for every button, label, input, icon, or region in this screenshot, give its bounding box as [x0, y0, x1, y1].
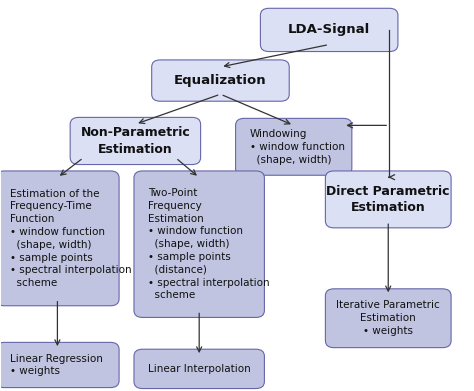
Text: LDA-Signal: LDA-Signal — [288, 23, 370, 36]
Text: Linear Interpolation: Linear Interpolation — [148, 364, 251, 374]
Text: Estimation of the
Frequency-Time
Function
• window function
  (shape, width)
• s: Estimation of the Frequency-Time Functio… — [10, 188, 132, 288]
Text: Windowing
• window function
  (shape, width): Windowing • window function (shape, widt… — [250, 129, 345, 165]
FancyBboxPatch shape — [0, 343, 119, 387]
FancyBboxPatch shape — [0, 171, 119, 306]
FancyBboxPatch shape — [152, 60, 289, 101]
FancyBboxPatch shape — [260, 8, 398, 52]
Text: Non-Parametric
Estimation: Non-Parametric Estimation — [81, 126, 190, 156]
Text: Linear Regression
• weights: Linear Regression • weights — [10, 353, 103, 377]
Text: Iterative Parametric
Estimation
• weights: Iterative Parametric Estimation • weight… — [337, 300, 440, 336]
FancyBboxPatch shape — [134, 349, 264, 389]
FancyBboxPatch shape — [70, 117, 201, 165]
Text: Two-Point
Frequency
Estimation
• window function
  (shape, width)
• sample point: Two-Point Frequency Estimation • window … — [148, 188, 270, 300]
FancyBboxPatch shape — [325, 289, 451, 348]
Text: Equalization: Equalization — [174, 74, 267, 87]
FancyBboxPatch shape — [236, 118, 352, 175]
FancyBboxPatch shape — [325, 171, 451, 228]
Text: Direct Parametric
Estimation: Direct Parametric Estimation — [327, 185, 450, 214]
FancyBboxPatch shape — [134, 171, 264, 317]
